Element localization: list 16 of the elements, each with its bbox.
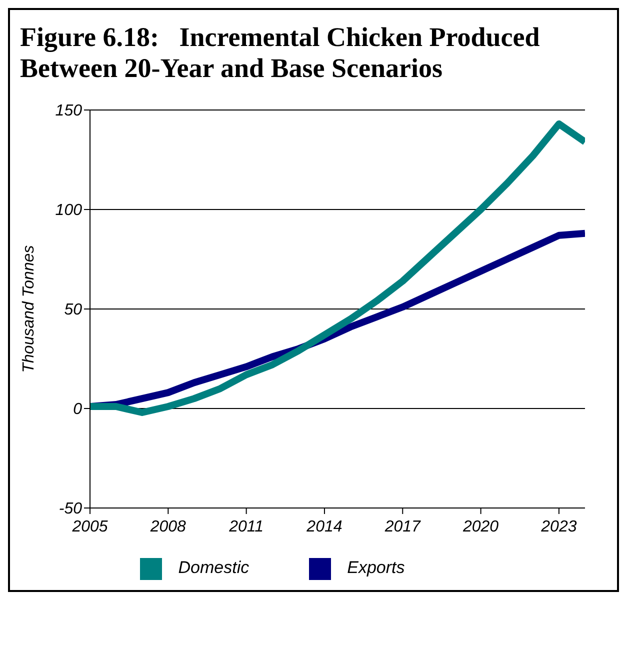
legend-label: Exports [347,558,405,578]
y-tick-label: 150 [55,102,82,120]
legend-label: Domestic [178,558,250,578]
y-tick-label: 50 [64,302,82,319]
x-tick-label: 2011 [228,518,264,536]
x-tick-label: 2020 [462,518,499,536]
x-tick-label: 2014 [306,518,342,536]
y-axis-title: Thousand Tonnes [20,245,38,373]
y-tick-label: -50 [58,500,82,518]
x-tick-label: 2008 [149,518,186,536]
x-tick-label: 2023 [540,518,577,536]
x-tick-label: 2017 [384,518,422,536]
chart-title: Figure 6.18: Incremental Chicken Produced Between 20-Year and Base Scenarios [19,21,541,85]
y-tick-label: 0 [73,401,82,418]
x-tick-label: 2005 [71,518,108,536]
y-tick-label: 100 [55,202,82,220]
